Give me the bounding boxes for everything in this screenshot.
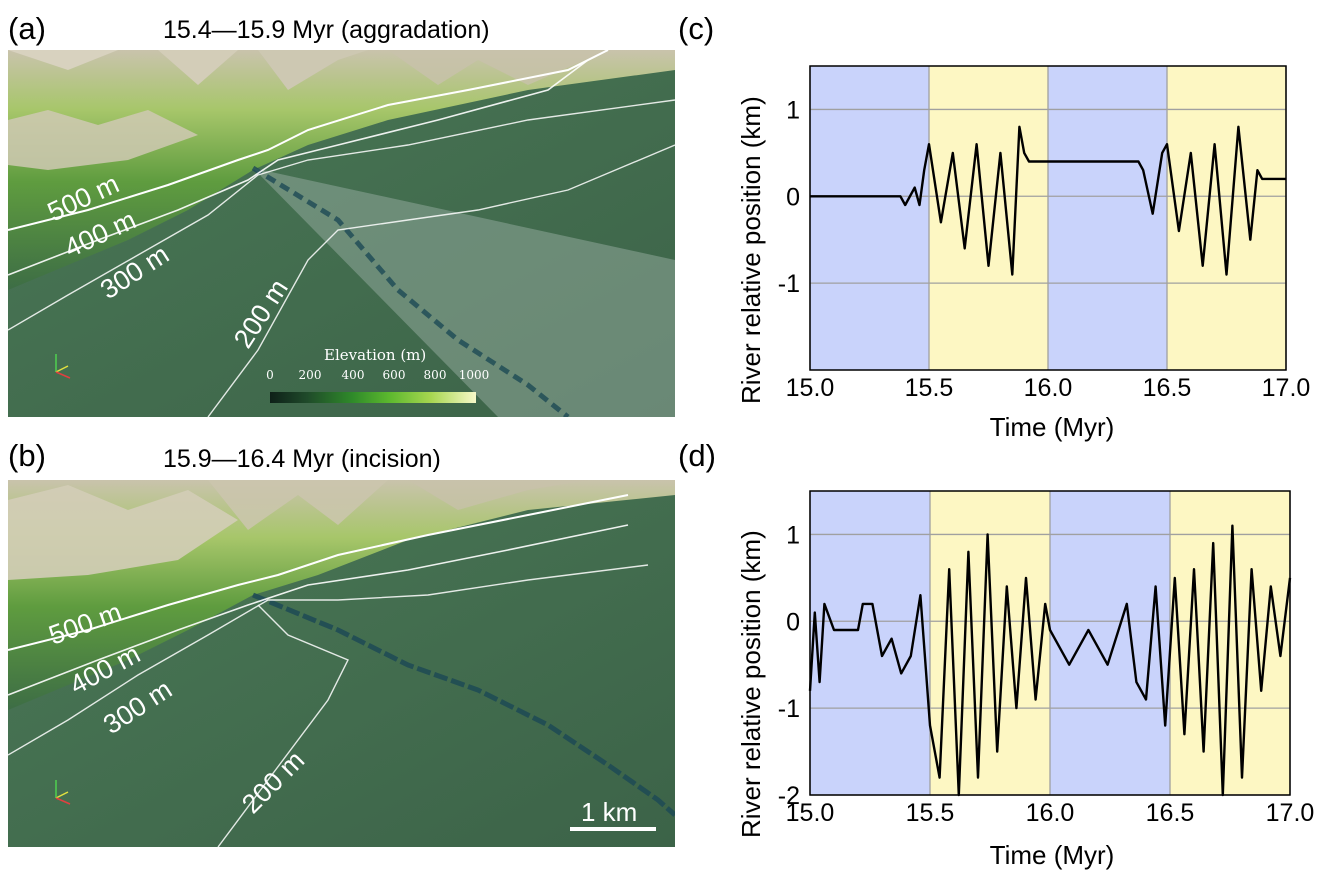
chart-d-shade-0 xyxy=(810,491,930,795)
colorbar-tick-800: 800 xyxy=(423,368,447,382)
chart-d-svg: 15.0 15.5 16.0 16.5 17.0 1 0 -1 -2 xyxy=(778,490,1315,827)
chart-d-ytick-2: -1 xyxy=(778,695,800,723)
chart-c-frame xyxy=(809,65,1287,371)
chart-c-ytick-2: -1 xyxy=(778,270,800,298)
axes-triad-icon xyxy=(55,780,71,805)
axes-triad-icon xyxy=(55,354,71,379)
chart-d-ytick-0: 1 xyxy=(786,521,800,549)
panel-b-title: 15.9—16.4 Myr (incision) xyxy=(163,445,441,473)
chart-c-shade-0 xyxy=(810,66,929,370)
colorbar-tick-1000: 1000 xyxy=(458,368,490,382)
chart-c-series-line xyxy=(810,125,1286,276)
panel-b-letter: (b) xyxy=(8,438,46,473)
panel-d-letter: (d) xyxy=(678,438,716,473)
panel-a-terrain-render: 500 m 400 m 300 m 200 m Elevation (m) 0 … xyxy=(8,50,675,417)
chart-d-xtick-0: 15.0 xyxy=(786,799,835,827)
colorbar-tick-400: 400 xyxy=(341,368,365,382)
chart-c: 15.0 15.5 16.0 16.5 17.0 1 0 -1 xyxy=(760,60,1330,440)
chart-c-shade-2 xyxy=(1048,66,1167,370)
chart-c-ytick-1: 0 xyxy=(786,183,800,211)
colorbar-tick-600: 600 xyxy=(382,368,406,382)
chart-c-shade-3 xyxy=(1167,66,1286,370)
colorbar xyxy=(270,392,476,403)
chart-c-shade-1 xyxy=(929,66,1048,370)
panel-a-letter: (a) xyxy=(8,11,46,46)
scalebar-label: 1 km xyxy=(581,797,638,827)
chart-d-series-line xyxy=(808,524,1292,797)
chart-c-xtick-2: 16.0 xyxy=(1024,374,1073,402)
chart-c-xlabel: Time (Myr) xyxy=(989,412,1115,442)
scalebar xyxy=(570,827,656,831)
chart-d-ytick-1: 0 xyxy=(786,608,800,636)
terrain-a-svg: 500 m 400 m 300 m 200 m xyxy=(8,50,675,417)
chart-d-frame xyxy=(809,490,1291,796)
chart-c-xtick-1: 15.5 xyxy=(905,374,954,402)
chart-c-xtick-4: 17.0 xyxy=(1262,374,1311,402)
chart-d: 15.0 15.5 16.0 16.5 17.0 1 0 -1 -2 xyxy=(760,488,1330,840)
chart-c-xtick-3: 16.5 xyxy=(1143,374,1192,402)
panel-b-terrain-render: 500 m 400 m 300 m 200 m 1 km xyxy=(8,480,675,847)
chart-d-xtick-2: 16.0 xyxy=(1026,799,1075,827)
panel-c-letter: (c) xyxy=(678,11,715,46)
chart-d-xlabel: Time (Myr) xyxy=(989,840,1115,870)
chart-d-xtick-3: 16.5 xyxy=(1146,799,1195,827)
colorbar-tick-0: 0 xyxy=(266,368,274,382)
colorbar-title: Elevation (m) xyxy=(324,346,427,364)
chart-c-svg: 15.0 15.5 16.0 16.5 17.0 1 0 -1 xyxy=(778,65,1311,402)
chart-c-ytick-0: 1 xyxy=(786,96,800,124)
chart-d-shade-3 xyxy=(1170,491,1290,795)
panel-a-title: 15.4—15.9 Myr (aggradation) xyxy=(163,16,490,44)
chart-c-xtick-0: 15.0 xyxy=(786,374,835,402)
chart-d-xtick-1: 15.5 xyxy=(906,799,955,827)
chart-d-xtick-4: 17.0 xyxy=(1266,799,1315,827)
colorbar-tick-200: 200 xyxy=(298,368,322,382)
terrain-b-svg: 500 m 400 m 300 m 200 m xyxy=(8,480,675,847)
chart-d-ytick-3: -2 xyxy=(778,782,800,810)
